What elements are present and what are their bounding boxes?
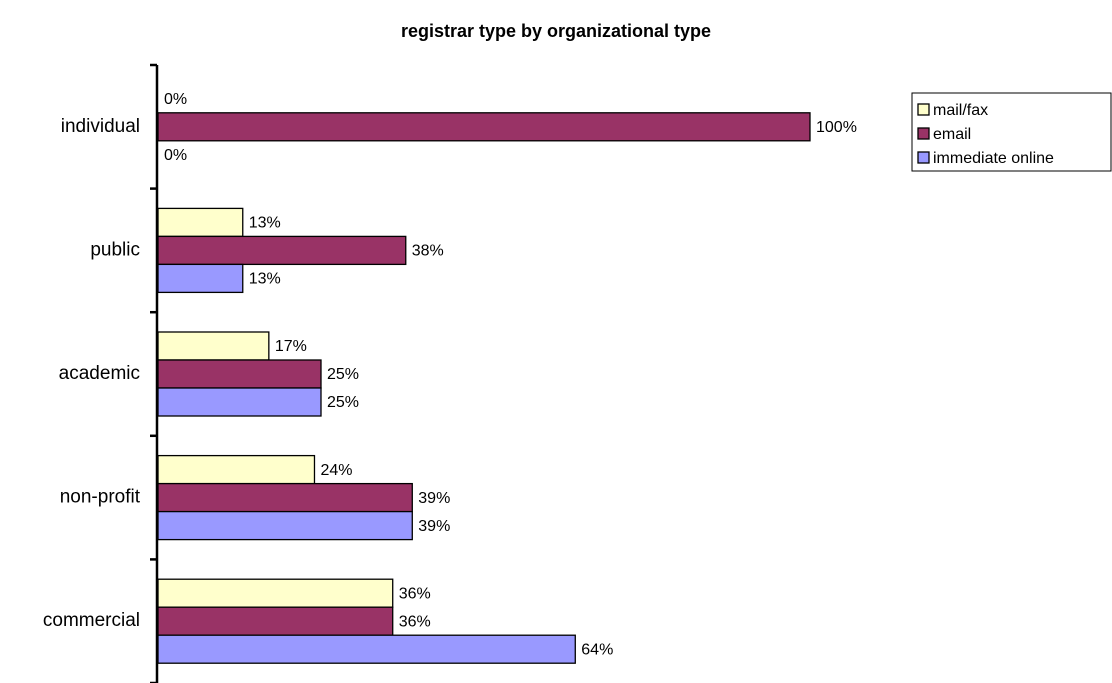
- bar: [157, 112, 811, 142]
- y-tick-label: commercial: [43, 610, 140, 631]
- bar: [157, 263, 244, 294]
- data-label: 0%: [164, 147, 187, 164]
- bar: [157, 235, 407, 266]
- y-tick-label: non-profit: [60, 487, 141, 508]
- y-tick-label: individual: [61, 116, 140, 137]
- bar: [157, 482, 413, 513]
- data-label: 25%: [327, 366, 359, 383]
- bar: [157, 207, 244, 238]
- y-tick-label: academic: [59, 363, 140, 384]
- data-label: 39%: [418, 518, 450, 535]
- bar: [157, 606, 394, 636]
- bar: [157, 387, 322, 417]
- bar: [157, 454, 316, 485]
- legend-box: [911, 92, 1112, 172]
- data-label: 39%: [418, 490, 450, 507]
- legend-label: mail/fax: [933, 102, 988, 119]
- bar: [157, 634, 576, 664]
- data-label: 17%: [275, 338, 307, 355]
- bar: [157, 359, 322, 389]
- chart-title: registrar type by organizational type: [401, 21, 711, 41]
- data-label: 25%: [327, 394, 359, 411]
- data-label: 64%: [581, 641, 613, 658]
- data-label: 13%: [249, 215, 281, 232]
- bar: [157, 578, 394, 608]
- legend-label: immediate online: [933, 150, 1054, 167]
- data-label: 100%: [816, 119, 857, 136]
- data-label: 24%: [320, 462, 352, 479]
- legend-swatch: [917, 103, 930, 116]
- y-tick-label: public: [90, 239, 140, 260]
- data-label: 36%: [399, 613, 431, 630]
- legend-label: email: [933, 126, 971, 143]
- data-label: 38%: [412, 243, 444, 260]
- legend-swatch: [917, 151, 930, 164]
- data-label: 13%: [249, 271, 281, 288]
- data-label: 0%: [164, 91, 187, 108]
- bar: [157, 331, 270, 361]
- legend-swatch: [917, 127, 930, 140]
- data-label: 36%: [399, 585, 431, 602]
- bar: [157, 510, 413, 541]
